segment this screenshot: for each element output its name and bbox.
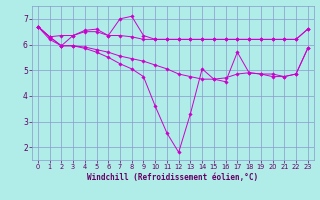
X-axis label: Windchill (Refroidissement éolien,°C): Windchill (Refroidissement éolien,°C) <box>87 173 258 182</box>
